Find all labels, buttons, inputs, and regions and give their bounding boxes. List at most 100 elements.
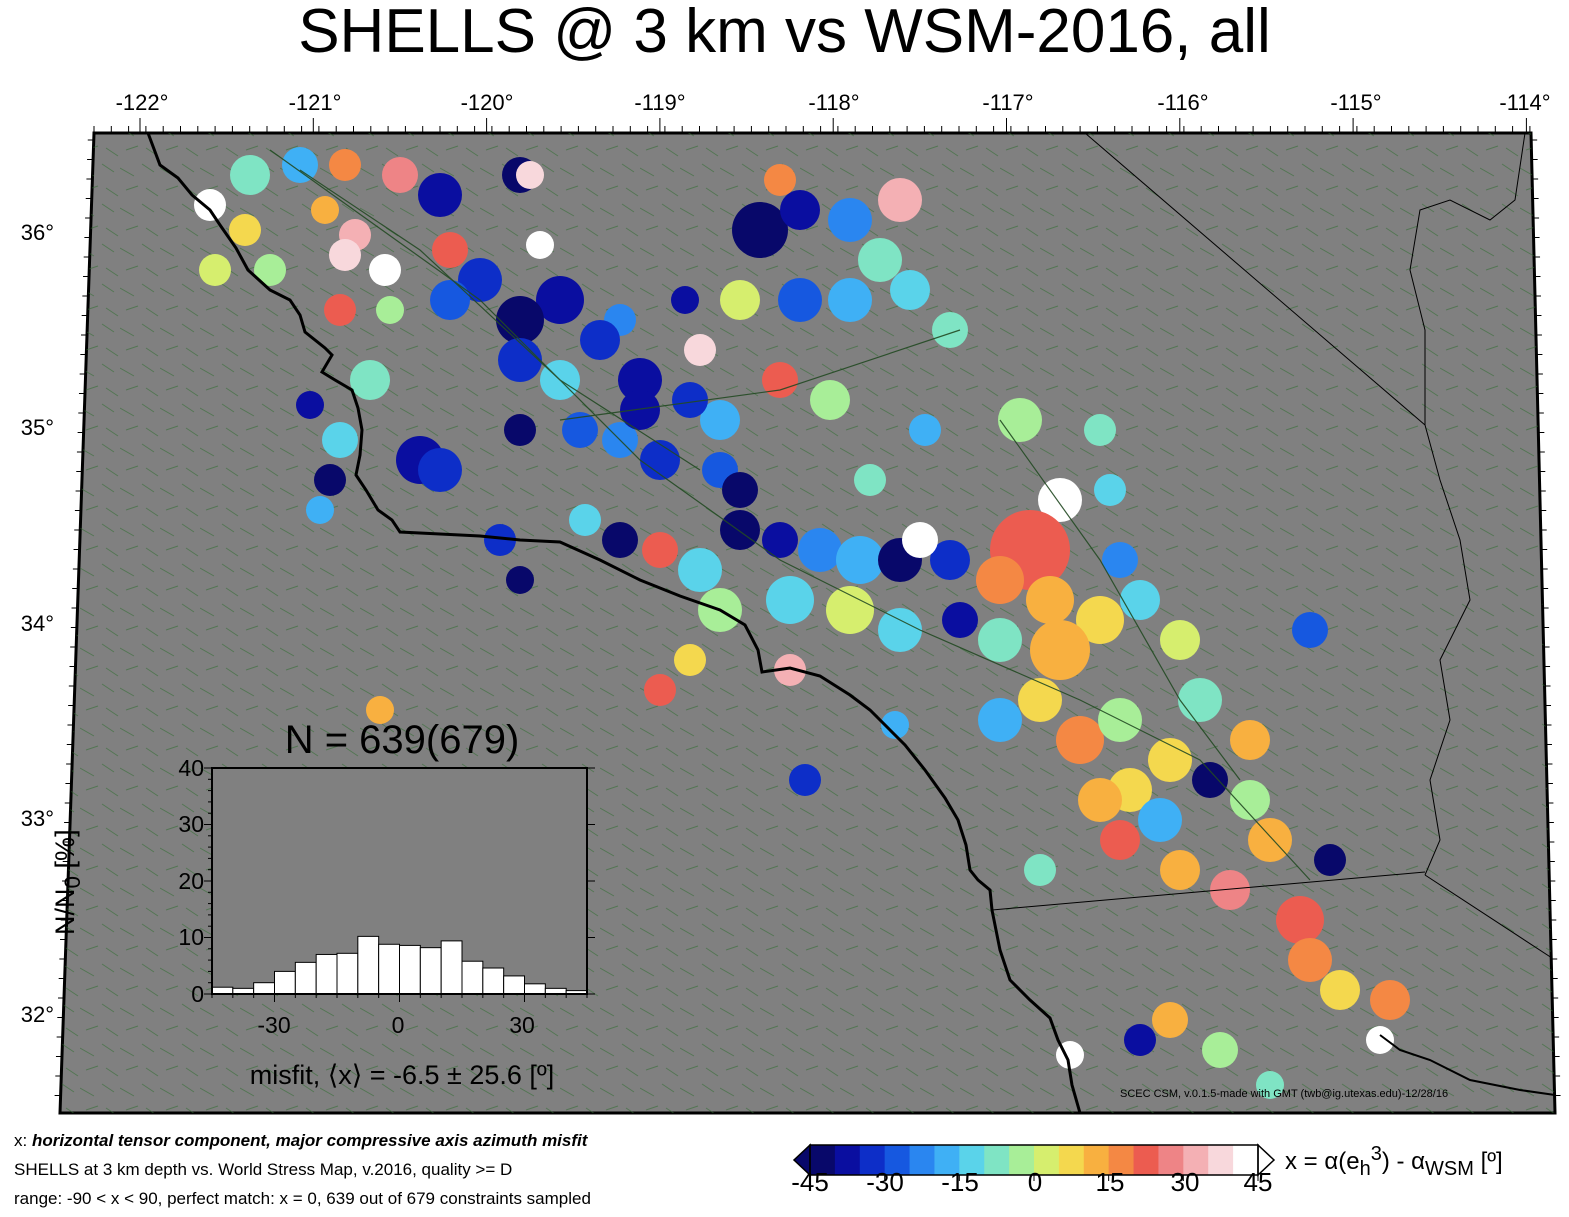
cb-title-unit: [º] [1473,1148,1503,1175]
misfit-patch [1230,720,1270,760]
cb-title-sub2: WSM [1425,1157,1474,1180]
misfit-patch [496,296,544,344]
misfit-patch [418,448,462,492]
histogram-xtick: 30 [509,1012,535,1038]
misfit-patch [778,278,822,322]
cb-title-a: x = α(e [1285,1148,1360,1175]
misfit-patch [1138,798,1182,842]
histogram-bar [378,943,400,995]
misfit-patch [430,280,470,320]
misfit-patch [418,173,462,217]
histogram-ytick: 20 [178,868,204,894]
misfit-field [194,147,1410,1099]
misfit-patch [602,522,638,558]
misfit-patch [1276,896,1324,944]
misfit-patch [618,358,662,402]
frame-ticks [54,118,1561,1096]
histogram-ylabel: N/N0 [%] [50,792,86,972]
misfit-patch [1026,576,1074,624]
misfit-patch [978,698,1022,742]
misfit-patch [836,536,884,584]
caption-prefix: x: [14,1131,32,1150]
caption-emphasis: horizontal tensor component, major compr… [31,1131,588,1150]
misfit-patch [458,258,502,302]
misfit-patch [1030,620,1090,680]
lon-label: -114° [1499,90,1551,115]
colorbar-swatch [1034,1145,1060,1175]
misfit-patch [764,164,796,196]
histogram-bar [336,952,359,995]
misfit-patch [1370,980,1410,1020]
misfit-patch [878,608,922,652]
misfit-patch [1056,716,1104,764]
misfit-patch [1320,970,1360,1010]
colorbar-label: -45 [791,1167,829,1197]
major-faults [269,149,1311,881]
misfit-patch [1256,1071,1284,1099]
misfit-patch [684,334,716,366]
misfit-patch [902,522,938,558]
misfit-patch [322,422,358,458]
misfit-patch [720,510,760,550]
misfit-patch [350,360,390,400]
colorbar-label: 30 [1170,1167,1200,1197]
misfit-patch [1018,678,1062,722]
misfit-patch [762,522,798,558]
misfit-patch [369,254,401,286]
misfit-patch [1100,820,1140,860]
misfit-patch [432,232,468,268]
colorbar-swatch [884,1145,911,1175]
colorbar-swatch [909,1145,935,1175]
colorbar-swatch [1108,1145,1135,1175]
coastline [146,133,1082,1113]
histogram-bar [253,982,276,995]
histogram-bar [315,953,338,995]
misfit-patch [1084,414,1116,446]
colorbar [792,1143,1276,1181]
misfit-patch [1202,1032,1238,1068]
lon-label: -118° [808,90,860,115]
colorbar-swatch [984,1145,1010,1175]
misfit-patch [1094,474,1126,506]
misfit-patch [640,440,680,480]
ylabel-unit: [%] [49,829,80,876]
misfit-patch [780,190,820,230]
misfit-patch [858,238,902,282]
misfit-patch [798,528,842,572]
misfit-patch [254,254,286,286]
misfit-patch [1366,1026,1394,1054]
histogram-bar [419,947,442,995]
lon-label: -116° [1157,90,1209,115]
cb-title-b: ) - α [1381,1148,1426,1175]
misfit-patch [1178,678,1222,722]
misfit-patch [1160,620,1200,660]
histogram-bar [399,944,421,995]
misfit-patch [1024,854,1056,886]
misfit-patch [642,532,678,568]
histogram-bar [357,935,380,995]
az-sonora-border [1424,874,1555,961]
colorbar-swatch [1158,1145,1184,1175]
colorbar-title: x = α(eh3) - αWSM [º] [1285,1143,1503,1181]
misfit-patch [306,496,334,524]
misfit-patch [789,764,821,796]
misfit-patch [722,472,758,508]
lon-label: -122° [115,90,169,115]
colorbar-label: -30 [866,1167,904,1197]
histogram-bar [524,983,546,995]
cb-title-sup: 3 [1370,1143,1382,1165]
histogram-ytick: 10 [178,924,204,950]
histogram-ytick: 0 [191,981,204,1007]
misfit-patch [732,202,788,258]
histogram-bar [482,967,505,995]
map-title: SHELLS @ 3 km vs WSM-2016, all [298,0,1271,66]
credit-text: SCEC CSM, v.0.1.5-made with GMT (twb@ig.… [1120,1088,1449,1100]
misfit-patch [774,654,806,686]
histogram-bar [440,940,463,995]
misfit-patch [672,382,708,418]
misfit-patch [314,464,346,496]
misfit-patch [199,254,231,286]
histogram-bar [211,986,234,995]
lat-label: 32° [20,1002,54,1027]
